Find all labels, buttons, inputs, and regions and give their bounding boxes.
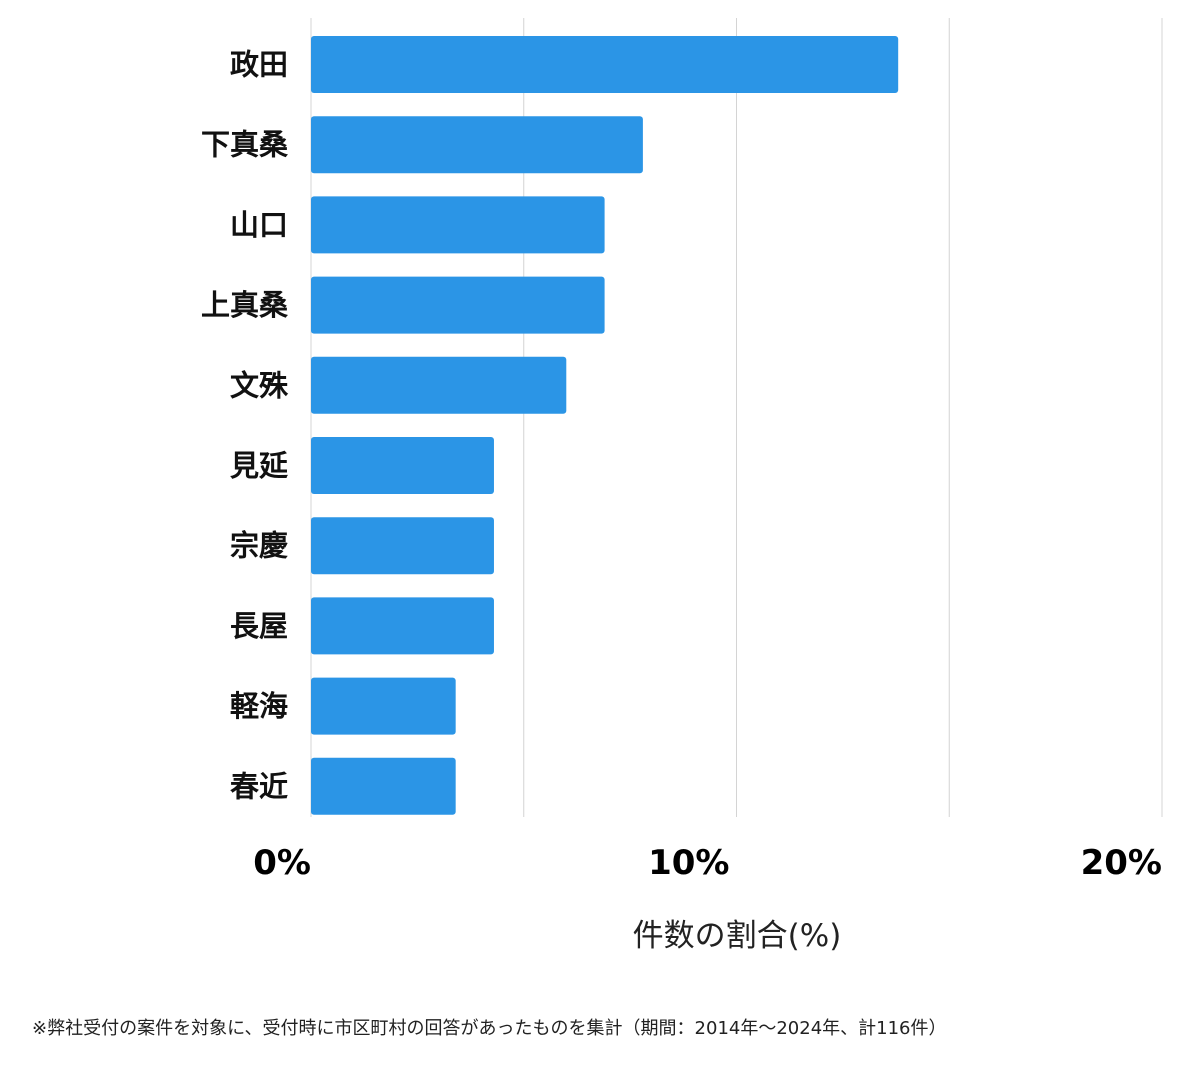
footnote: ※弊社受付の案件を対象に、受付時に市区町村の回答があったものを集計（期間：201… bbox=[32, 1018, 947, 1039]
bar bbox=[311, 196, 605, 254]
bar bbox=[311, 36, 899, 93]
bar bbox=[311, 116, 643, 174]
category-label: 長屋 bbox=[230, 609, 288, 643]
x-tick-label: 20% bbox=[1081, 843, 1162, 883]
bar bbox=[311, 437, 494, 494]
category-label: 文殊 bbox=[230, 368, 289, 402]
x-axis-title: 件数の割合(%) bbox=[633, 918, 842, 954]
category-label: 軽海 bbox=[230, 689, 288, 723]
bar bbox=[311, 276, 605, 334]
category-label: 下真桑 bbox=[201, 128, 289, 162]
category-label: 上真桑 bbox=[201, 288, 289, 322]
bars bbox=[311, 36, 899, 815]
x-tick-labels: 0% 10% 20% bbox=[253, 843, 1162, 883]
bar bbox=[311, 677, 456, 735]
bar bbox=[311, 356, 567, 414]
x-tick-label: 10% bbox=[648, 843, 729, 883]
category-label: 政田 bbox=[230, 48, 288, 82]
category-label: 春近 bbox=[230, 769, 288, 803]
bar bbox=[311, 517, 494, 575]
category-label: 山口 bbox=[230, 208, 288, 242]
x-tick-label: 0% bbox=[253, 843, 311, 883]
bar bbox=[311, 597, 494, 655]
category-label: 見延 bbox=[230, 449, 289, 483]
bar bbox=[311, 757, 456, 815]
category-label: 宗慶 bbox=[230, 529, 288, 563]
